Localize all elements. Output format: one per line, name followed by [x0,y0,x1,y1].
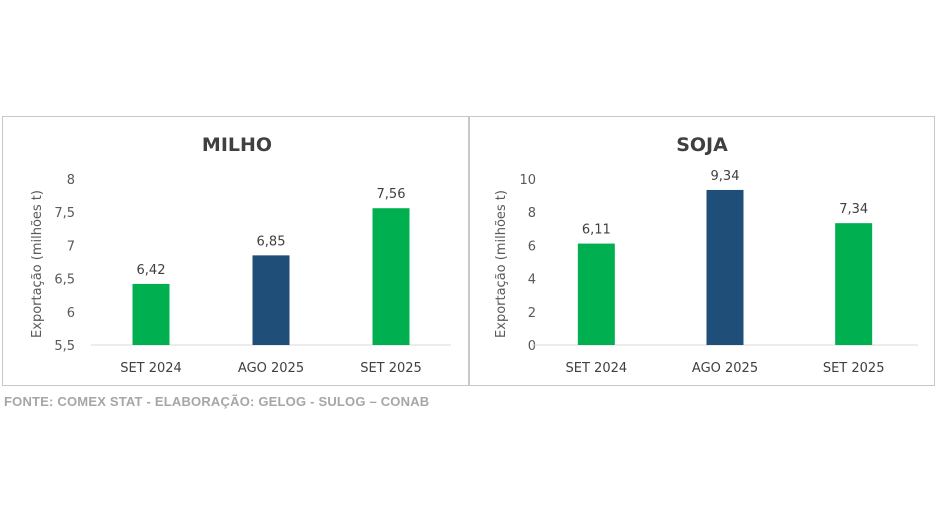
x-tick-label: AGO 2025 [692,361,758,376]
y-tick-label: 0 [528,339,536,354]
data-label: 6,85 [257,234,286,249]
y-tick-label: 8 [67,173,75,188]
y-axis-label: Exportação (milhões t) [30,190,45,338]
chart-panel-milho: MILHO Exportação (milhões t) 5,5 6 6,5 7 7,5 8 6… [2,116,469,386]
data-label: 6,42 [137,263,166,278]
y-tick-label: 7 [67,239,75,254]
chart-title-soja: SOJA [676,134,728,156]
y-tick-label: 5,5 [54,339,75,354]
y-tick-label: 7,5 [54,206,75,221]
x-tick-label: SET 2025 [823,361,885,376]
x-tick-label: SET 2025 [360,361,422,376]
y-tick-label: 4 [528,273,536,288]
y-axis-label: Exportação (milhões t) [494,190,509,338]
y-tick-label: 8 [528,206,536,221]
bar-soja-2 [706,189,744,345]
y-tick-label: 2 [528,306,536,321]
bar-milho-1 [132,283,170,345]
chart-title-milho: MILHO [202,134,272,156]
data-label: 7,34 [839,202,868,217]
y-tick-label: 6,5 [54,273,75,288]
bar-milho-3 [372,208,410,345]
x-tick-label: AGO 2025 [238,361,304,376]
chart-panel-soja: SOJA Exportação (milhões t) 0 2 4 6 8 10 6,11 SET… [469,116,935,386]
data-label: 7,56 [377,187,406,202]
x-tick-label: SET 2024 [566,361,628,376]
y-tick-label: 10 [519,173,536,188]
source-note: FONTE: COMEX STAT - ELABORAÇÃO: GELOG - … [4,394,430,409]
bar-milho-2 [252,255,290,345]
bar-soja-1 [577,243,615,345]
y-tick-label: 6 [528,239,536,254]
data-label: 9,34 [711,169,740,184]
y-tick-label: 6 [67,306,75,321]
chart-milho: MILHO Exportação (milhões t) 5,5 6 6,5 7 7,5 8 6… [30,134,451,376]
x-tick-label: SET 2024 [120,361,182,376]
bar-soja-3 [835,223,873,345]
data-label: 6,11 [582,223,611,238]
chart-soja: SOJA Exportação (milhões t) 0 2 4 6 8 10 6,11 SET… [494,134,918,376]
